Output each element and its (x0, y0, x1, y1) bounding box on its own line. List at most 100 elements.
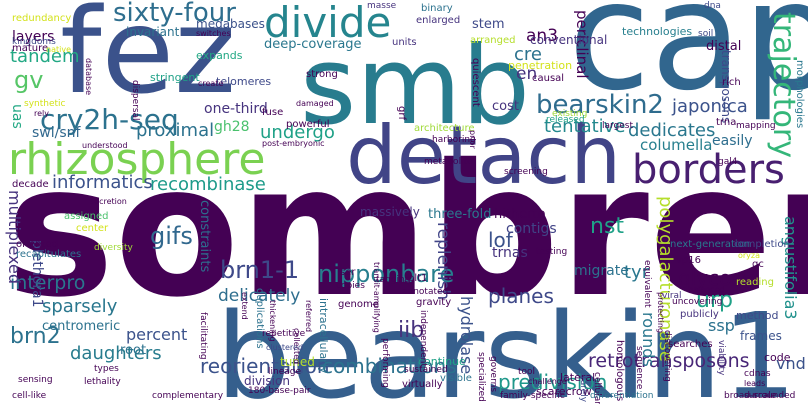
word-referred: referred (304, 300, 313, 333)
word-plt1: plt1 (408, 273, 428, 284)
word-daughters: daughters (70, 343, 162, 364)
word-technologies: technologies (622, 25, 693, 38)
word-masse: masse (367, 1, 397, 11)
word-largest: largest (602, 121, 634, 131)
word-sequence: sequence (634, 346, 644, 390)
word-one-third: one-third (204, 101, 268, 117)
word-plethora1: plethora1 (29, 240, 45, 308)
word-binary: binary (421, 3, 453, 14)
word-next-generation: next-generation (670, 239, 751, 250)
word-dispersal: dispersal (130, 80, 140, 121)
word-massively: massively (360, 205, 420, 219)
word-sensing: sensing (18, 375, 53, 385)
word-protecting: protecting (656, 292, 665, 334)
word-units: units (392, 37, 417, 48)
word-performing: performing (380, 338, 390, 388)
word-virtually: virtually (402, 379, 443, 390)
word-lateral: lateral (560, 371, 596, 384)
word-angustifolia3: angustifolia3 (781, 216, 800, 320)
word-soil: soil (698, 29, 714, 39)
word-grf: grf (396, 106, 407, 120)
word-testing: testing (536, 247, 568, 257)
word-dedicates: dedicates (628, 120, 716, 141)
word-retrotransposons: retrotransposons (588, 350, 750, 372)
word-three-fold: three-fold (428, 207, 492, 222)
word-nst: nst (590, 214, 625, 239)
word-frames: frames (740, 329, 782, 343)
word-challenge: challenge (528, 377, 567, 386)
word-mature: mature (12, 43, 49, 54)
word-assigned: assigned (64, 211, 109, 222)
word-an3: an3 (526, 26, 559, 46)
word-independent: independent (418, 310, 428, 367)
word-completion: completion (734, 239, 790, 250)
word-centromeric: centromeric (42, 319, 121, 334)
word-rhizosphere: rhizosphere (8, 134, 266, 185)
word-metabolite: metabolite (424, 157, 473, 167)
word-sparsely: sparsely (42, 296, 118, 317)
word-sustained: sustained (404, 365, 448, 375)
word-facilitating: facilitating (198, 312, 208, 360)
word-fez: fez (60, 0, 237, 120)
word-brn2: brn2 (10, 324, 61, 349)
word-publicly: publicly (680, 309, 719, 320)
word-swi-snf: swi/snf (32, 125, 81, 141)
word-hydrolase: hydrolase (457, 296, 476, 375)
word-redundancy: redundancy (12, 13, 72, 24)
word-rarely: rarely (578, 376, 588, 403)
word-vp16: vp16 (676, 255, 701, 266)
word-continue: continue (418, 355, 466, 368)
word-complementary: complementary (152, 391, 224, 401)
word-leads: leads (744, 379, 766, 388)
word-hitherto: hitherto (494, 207, 546, 222)
word-tandem: tandem (10, 46, 80, 67)
word-damaged: damaged (296, 99, 334, 108)
word-distal: distal (706, 39, 742, 54)
word-gravity: gravity (416, 297, 452, 308)
word-extend: extend (240, 292, 249, 320)
word-ser: ser (340, 267, 356, 278)
word-prior: prior (468, 130, 477, 149)
word-en: en (516, 64, 538, 84)
word-oriented: oriented (16, 239, 58, 250)
word-bearskin2: bearskin2 (536, 90, 664, 120)
word-stem: stem (472, 17, 505, 32)
word-easily: easily (712, 133, 753, 149)
word-tentative: tentative (544, 116, 626, 137)
word-cre: cre (514, 44, 542, 65)
word-method: method (736, 309, 779, 322)
word-cdnas: cdnas (744, 369, 771, 379)
word-strong: strong (306, 69, 338, 80)
word-secretion: secretion (90, 197, 127, 206)
word-replenish: replenish (433, 222, 453, 301)
word-cost: cost (492, 99, 519, 114)
word-combinations: combinations (322, 354, 457, 378)
word-lethality: lethality (84, 377, 121, 387)
word-arranged: arranged (470, 35, 516, 46)
word-informatics: informatics (52, 172, 153, 193)
word-trna: trna (716, 117, 737, 128)
word-screening: screening (504, 167, 548, 177)
word-annotated: annotated (402, 287, 449, 297)
word-proximal: proximal (136, 120, 215, 141)
word-cellular: cellular (592, 372, 602, 404)
word-invariant: invariant (126, 25, 180, 39)
word-diversity: diversity (94, 243, 133, 253)
word-sixty-four: sixty-four (113, 0, 236, 28)
word-lineage: lineage (268, 367, 302, 377)
word-types: types (94, 364, 119, 374)
word-released: released (546, 115, 585, 125)
word-sombrero: sombrero (6, 125, 808, 337)
word-uas: uas (9, 104, 25, 129)
word-gal4: gal4 (718, 157, 738, 167)
word-intracellularly: intracellularly (317, 298, 330, 374)
word-transit-amplifying: transit-amplifying (372, 262, 381, 333)
word-governs: governs (488, 356, 498, 393)
word-percent: percent (126, 325, 188, 344)
word-viral: viral (662, 291, 682, 301)
word-surrounded: surrounded (744, 391, 796, 401)
word-dna: dna (704, 1, 721, 11)
word-borders: borders (632, 147, 785, 193)
word-tuned: tuned (280, 355, 315, 369)
word-kingdoms: kingdoms (12, 37, 56, 47)
